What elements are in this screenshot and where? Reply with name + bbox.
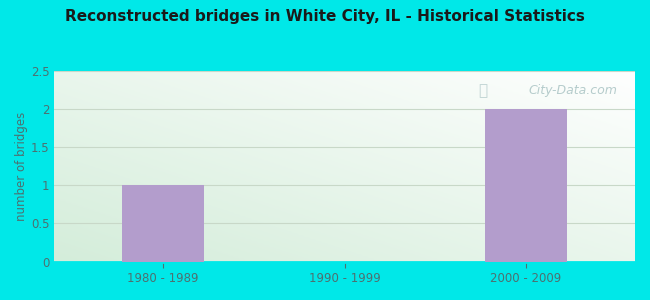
Text: Reconstructed bridges in White City, IL - Historical Statistics: Reconstructed bridges in White City, IL …	[65, 9, 585, 24]
Y-axis label: number of bridges: number of bridges	[15, 112, 28, 221]
Bar	[486, 109, 567, 262]
Text: City-Data.com: City-Data.com	[528, 84, 618, 97]
Bar	[122, 185, 204, 262]
Text: ⦾: ⦾	[478, 83, 487, 98]
